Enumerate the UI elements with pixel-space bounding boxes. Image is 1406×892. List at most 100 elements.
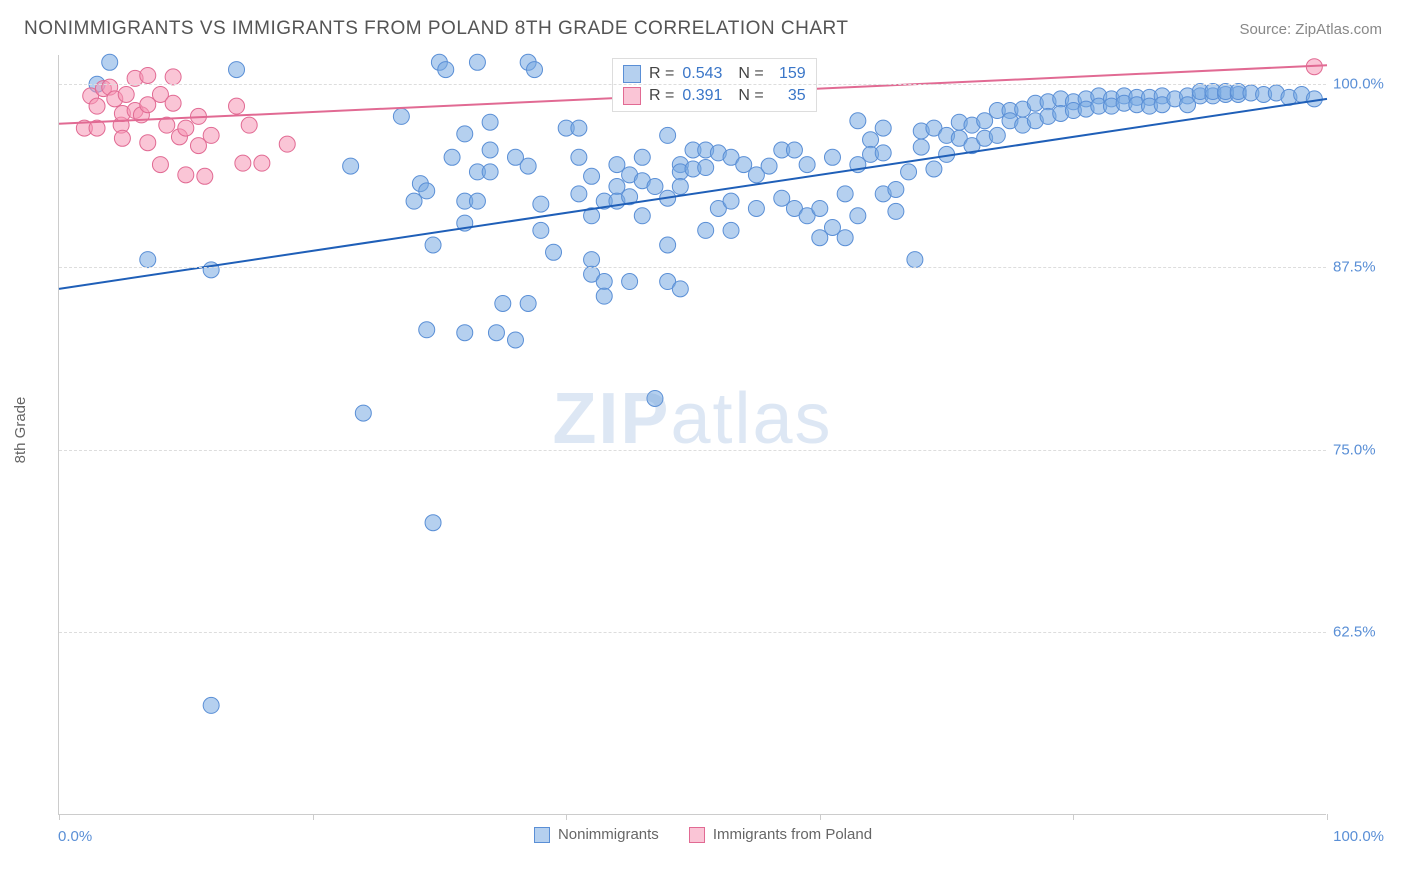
scatter-point <box>229 62 245 78</box>
scatter-point <box>571 149 587 165</box>
scatter-point <box>660 237 676 253</box>
scatter-point <box>203 127 219 143</box>
scatter-point <box>571 186 587 202</box>
x-tick-mark <box>566 814 567 820</box>
scatter-point <box>393 108 409 124</box>
scatter-point <box>901 164 917 180</box>
stats-row: R = 0.391 N = 35 <box>623 85 806 107</box>
scatter-point <box>748 200 764 216</box>
scatter-point <box>425 515 441 531</box>
scatter-point <box>850 208 866 224</box>
stats-r-label: R = <box>649 65 674 83</box>
scatter-point <box>533 222 549 238</box>
scatter-point <box>482 142 498 158</box>
scatter-point <box>438 62 454 78</box>
scatter-point <box>723 193 739 209</box>
scatter-point <box>672 281 688 297</box>
scatter-point <box>178 167 194 183</box>
scatter-point <box>647 179 663 195</box>
scatter-point <box>495 295 511 311</box>
scatter-point <box>235 155 251 171</box>
scatter-point <box>596 288 612 304</box>
scatter-point <box>647 390 663 406</box>
scatter-point <box>229 98 245 114</box>
chart-plot-area: ZIPatlas R =0.543N =159R =0.391N =35 100… <box>58 55 1326 815</box>
chart-svg <box>59 55 1326 814</box>
scatter-point <box>634 208 650 224</box>
scatter-point <box>520 158 536 174</box>
scatter-point <box>989 127 1005 143</box>
stats-r-value: 0.543 <box>682 65 730 83</box>
scatter-point <box>152 157 168 173</box>
scatter-point <box>907 252 923 268</box>
scatter-point <box>622 274 638 290</box>
scatter-point <box>660 127 676 143</box>
scatter-point <box>279 136 295 152</box>
stats-swatch <box>623 87 641 105</box>
chart-header: NONIMMIGRANTS VS IMMIGRANTS FROM POLAND … <box>0 0 1406 50</box>
gridline <box>59 267 1326 268</box>
gridline <box>59 450 1326 451</box>
scatter-point <box>584 168 600 184</box>
legend-item: Nonimmigrants <box>534 826 659 843</box>
scatter-point <box>837 186 853 202</box>
scatter-point <box>425 237 441 253</box>
scatter-point <box>812 200 828 216</box>
scatter-point <box>520 295 536 311</box>
scatter-point <box>254 155 270 171</box>
legend-item: Immigrants from Poland <box>689 826 872 843</box>
scatter-point <box>457 126 473 142</box>
stats-r-label: R = <box>649 87 674 105</box>
scatter-point <box>241 117 257 133</box>
y-tick-label: 62.5% <box>1333 624 1388 641</box>
scatter-point <box>672 179 688 195</box>
x-tick-mark <box>59 814 60 820</box>
scatter-point <box>875 120 891 136</box>
scatter-point <box>444 149 460 165</box>
scatter-point <box>482 114 498 130</box>
scatter-point <box>1306 91 1322 107</box>
scatter-point <box>913 139 929 155</box>
legend-swatch <box>534 827 550 843</box>
stats-swatch <box>623 65 641 83</box>
legend-label: Immigrants from Poland <box>713 826 872 843</box>
stats-n-value: 35 <box>772 87 806 105</box>
scatter-point <box>140 252 156 268</box>
scatter-point <box>863 132 879 148</box>
scatter-point <box>140 135 156 151</box>
scatter-point <box>723 222 739 238</box>
gridline <box>59 84 1326 85</box>
y-tick-label: 87.5% <box>1333 258 1388 275</box>
stats-r-value: 0.391 <box>682 87 730 105</box>
scatter-point <box>875 145 891 161</box>
scatter-point <box>761 158 777 174</box>
scatter-point <box>203 697 219 713</box>
scatter-point <box>114 130 130 146</box>
scatter-point <box>698 222 714 238</box>
y-tick-label: 100.0% <box>1333 76 1388 93</box>
scatter-point <box>482 164 498 180</box>
scatter-point <box>197 168 213 184</box>
legend-label: Nonimmigrants <box>558 826 659 843</box>
scatter-point <box>824 149 840 165</box>
scatter-point <box>89 98 105 114</box>
scatter-point <box>419 183 435 199</box>
y-tick-label: 75.0% <box>1333 441 1388 458</box>
scatter-point <box>546 244 562 260</box>
gridline <box>59 632 1326 633</box>
scatter-point <box>165 69 181 85</box>
scatter-point <box>799 157 815 173</box>
scatter-point <box>457 325 473 341</box>
scatter-point <box>571 120 587 136</box>
scatter-point <box>488 325 504 341</box>
scatter-point <box>698 160 714 176</box>
scatter-point <box>888 181 904 197</box>
stats-n-label: N = <box>738 87 763 105</box>
x-tick-mark <box>1073 814 1074 820</box>
x-tick-mark <box>313 814 314 820</box>
stats-row: R =0.543N =159 <box>623 63 806 85</box>
scatter-point <box>419 322 435 338</box>
legend-swatch <box>689 827 705 843</box>
scatter-point <box>533 196 549 212</box>
scatter-point <box>786 142 802 158</box>
